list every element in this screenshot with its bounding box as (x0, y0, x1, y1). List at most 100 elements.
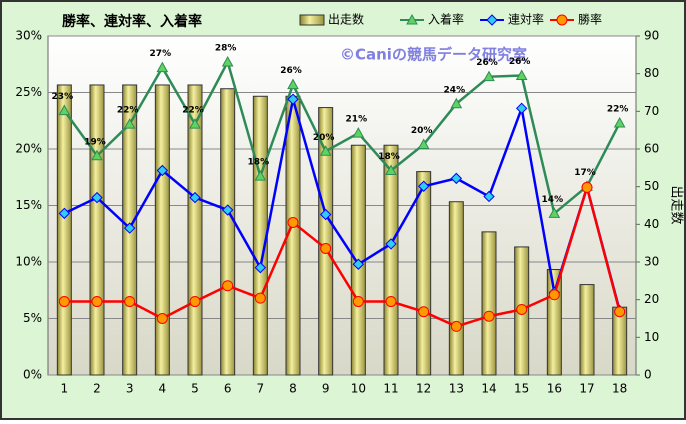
marker (486, 14, 498, 26)
data-label: 26% (476, 58, 498, 68)
marker (91, 149, 103, 161)
x-tick-label: 18 (612, 382, 627, 396)
data-label: 22% (607, 105, 629, 115)
y2-tick-label: 90 (644, 29, 659, 43)
x-tick-label: 6 (224, 382, 232, 396)
legend-label: 連対率 (508, 12, 544, 27)
data-label: 19% (84, 137, 106, 147)
marker (319, 145, 332, 156)
x-tick-label: 2 (93, 382, 101, 396)
marker (91, 191, 103, 204)
bar (416, 171, 432, 376)
legend-label: 出走数 (328, 12, 364, 27)
data-label: 18% (248, 158, 270, 168)
y-tick-label: 10% (15, 255, 42, 269)
marker (385, 296, 397, 308)
bar (612, 306, 628, 376)
marker (287, 216, 299, 228)
x-tick-label: 3 (126, 382, 134, 396)
marker (581, 181, 593, 193)
marker (450, 172, 463, 185)
marker (613, 116, 626, 128)
marker (320, 242, 332, 254)
y2-tick-label: 50 (644, 179, 659, 193)
marker (189, 296, 201, 308)
marker (189, 191, 201, 204)
y2-tick-label: 80 (644, 66, 659, 80)
data-label: 20% (313, 133, 335, 143)
legend-swatch (299, 14, 325, 26)
data-label: 27% (150, 49, 172, 59)
marker (483, 70, 495, 82)
data-label: 23% (52, 92, 74, 102)
marker (556, 14, 568, 26)
watermark: ©Caniの競馬データ研究室 (340, 46, 527, 64)
bar (481, 231, 497, 376)
marker (91, 296, 103, 308)
x-tick-label: 10 (351, 382, 366, 396)
marker (352, 258, 365, 270)
marker (516, 303, 528, 315)
marker (352, 127, 365, 138)
marker (515, 102, 528, 115)
x-tick-label: 5 (191, 382, 199, 396)
data-label: 28% (215, 43, 237, 53)
marker (124, 296, 136, 308)
x-tick-label: 12 (416, 382, 431, 396)
marker (58, 207, 71, 220)
marker (222, 280, 234, 292)
marker (156, 313, 168, 324)
marker (548, 207, 561, 218)
y-tick-label: 0% (23, 368, 42, 382)
data-label: 22% (182, 106, 204, 116)
marker (123, 118, 136, 129)
y2-tick-label: 0 (644, 368, 652, 382)
marker (189, 118, 201, 129)
y-tick-label: 30% (15, 29, 42, 43)
x-tick-label: 17 (579, 382, 594, 396)
line (63, 58, 621, 216)
y-tick-label: 20% (15, 142, 42, 156)
marker (418, 306, 430, 318)
bar (252, 95, 268, 376)
data-label: 22% (117, 106, 139, 116)
y2-tick-label: 70 (644, 104, 659, 118)
data-label: 18% (378, 152, 400, 162)
x-tick-label: 16 (547, 382, 562, 396)
y2-tick-label: 60 (644, 142, 659, 156)
y-tick-label: 5% (23, 311, 42, 325)
y2-tick-label: 10 (644, 330, 659, 344)
legend-label: 入着率 (428, 12, 464, 27)
marker (385, 238, 397, 250)
x-tick-label: 1 (61, 382, 69, 396)
y2-tick-label: 30 (644, 255, 659, 269)
x-tick-label: 7 (257, 382, 265, 396)
marker (123, 222, 136, 234)
marker (483, 190, 495, 203)
marker (58, 104, 71, 116)
x-tick-label: 11 (383, 382, 398, 396)
marker (287, 93, 299, 105)
bar (383, 144, 399, 376)
marker (254, 261, 267, 274)
data-label: 26% (509, 57, 531, 67)
data-label: 21% (346, 115, 368, 125)
marker (417, 138, 430, 149)
marker (515, 69, 528, 81)
marker (156, 61, 169, 73)
marker (417, 180, 430, 192)
data-label: 14% (542, 195, 564, 205)
y2-tick-label: 20 (644, 292, 659, 306)
x-tick-label: 15 (514, 382, 529, 396)
line (63, 98, 621, 311)
y-tick-label: 15% (15, 198, 42, 212)
data-label: 20% (411, 126, 433, 136)
bar (154, 84, 170, 376)
marker (548, 289, 560, 301)
marker (450, 97, 463, 109)
data-label: 26% (280, 66, 302, 76)
marker (254, 170, 267, 181)
marker (614, 306, 626, 318)
marker (254, 292, 266, 304)
